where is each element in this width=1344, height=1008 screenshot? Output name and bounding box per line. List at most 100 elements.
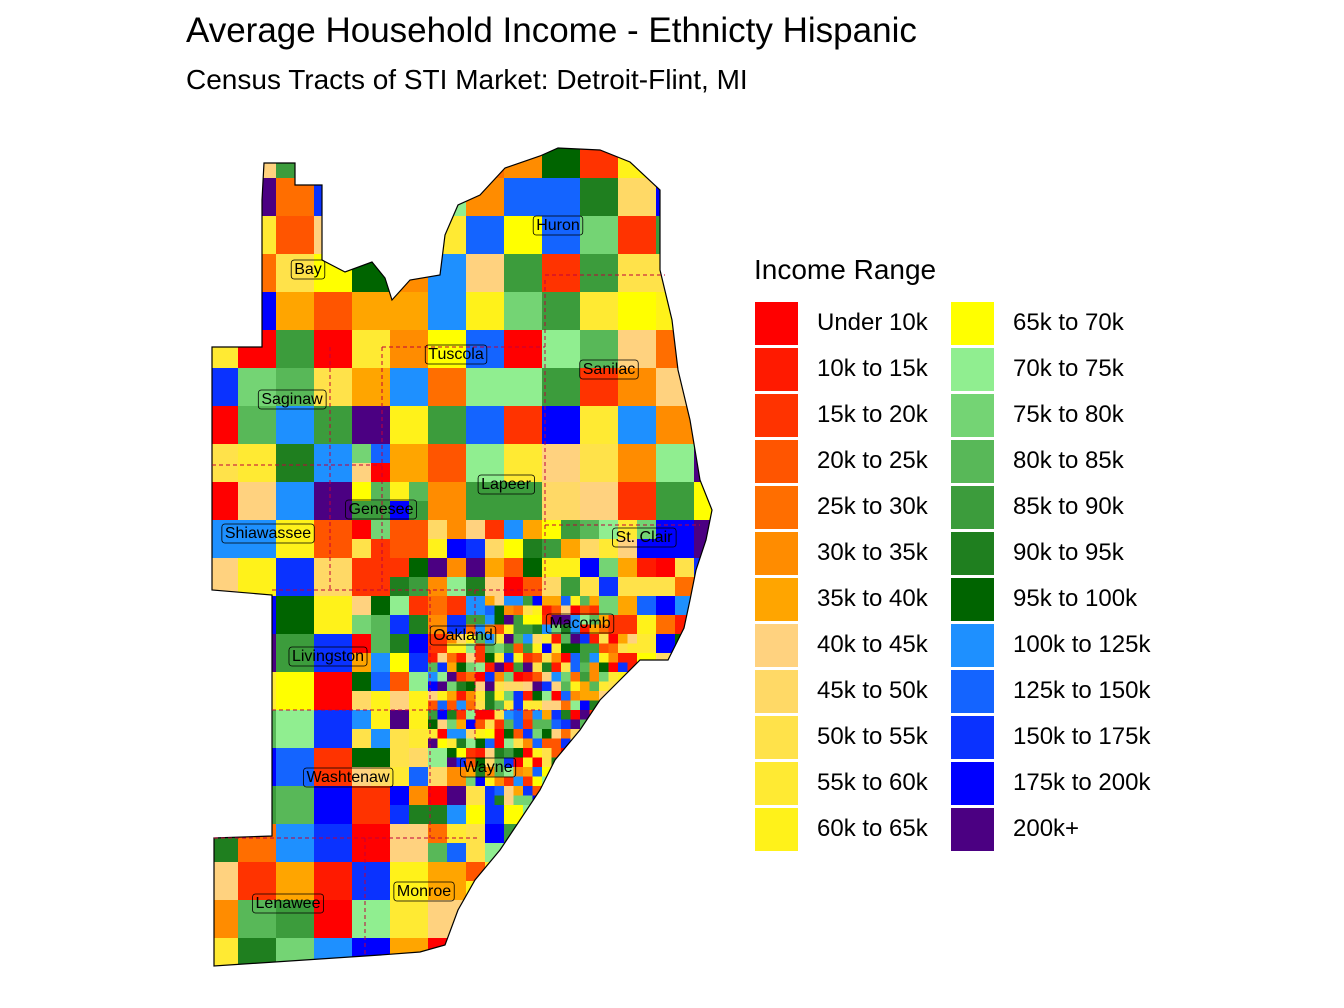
census-tract: [580, 691, 591, 702]
census-tract: [542, 805, 562, 825]
census-tract: [561, 881, 581, 901]
census-tract: [656, 786, 676, 806]
census-tract: [238, 824, 277, 863]
census-tract: [599, 624, 610, 635]
census-tract: [694, 558, 712, 597]
census-tract: [542, 691, 553, 702]
census-tract: [694, 691, 712, 711]
census-tract: [580, 444, 619, 483]
census-tract: [352, 729, 372, 749]
census-tract: [466, 482, 505, 521]
census-tract: [589, 691, 600, 702]
census-tract: [428, 672, 439, 683]
census-tract: [580, 634, 591, 645]
census-tract: [390, 976, 429, 1008]
census-tract: [551, 710, 562, 721]
census-tract: [561, 558, 581, 578]
census-tract: [627, 681, 638, 692]
census-tract: [656, 653, 676, 673]
census-tract: [466, 653, 477, 664]
census-tract: [447, 824, 467, 844]
census-tract: [371, 444, 391, 464]
census-tract: [523, 824, 543, 844]
census-tract: [523, 776, 534, 787]
census-tract: [212, 900, 239, 939]
county-label-text: Shiawassee: [225, 525, 311, 542]
census-tract: [694, 786, 712, 825]
census-tract: [551, 776, 562, 787]
census-tract: [627, 672, 638, 683]
census-tract: [466, 843, 486, 863]
census-tract: [627, 748, 638, 759]
census-tract: [485, 634, 496, 645]
census-tract: [504, 672, 515, 683]
census-tract: [428, 748, 448, 768]
census-tract: [532, 662, 543, 673]
census-tract: [212, 710, 239, 749]
census-tract: [390, 767, 410, 787]
census-tract: [523, 795, 534, 806]
census-tract: [618, 719, 629, 730]
census-tract: [494, 748, 505, 759]
legend-item: Under 10k: [754, 300, 950, 346]
census-tract: [314, 330, 353, 369]
census-tract: [599, 805, 619, 825]
census-tract: [694, 862, 712, 901]
census-tract: [637, 729, 657, 749]
census-tract: [485, 577, 505, 597]
census-tract: [561, 577, 581, 597]
census-tract: [532, 653, 543, 664]
legend-item: 95k to 100k: [950, 576, 1146, 622]
census-tract: [570, 672, 581, 683]
census-tract: [314, 710, 353, 749]
census-tract: [580, 938, 619, 966]
census-tract: [504, 900, 543, 939]
census-tract: [713, 748, 733, 768]
census-tract: [542, 757, 553, 768]
census-tract: [466, 292, 505, 331]
census-tract: [276, 710, 315, 749]
census-tract: [532, 643, 543, 654]
census-tract: [428, 368, 467, 407]
census-tract: [561, 672, 572, 683]
census-tract: [212, 148, 239, 179]
census-tract: [504, 700, 515, 711]
census-tract: [523, 881, 543, 901]
county-label-text: Sanilac: [583, 361, 635, 378]
census-tract: [428, 729, 439, 740]
census-tract: [599, 767, 610, 778]
census-tract: [599, 558, 619, 578]
census-tract: [589, 795, 600, 806]
census-tract: [694, 634, 712, 654]
census-tract: [504, 520, 524, 540]
census-tract: [580, 653, 591, 664]
census-tract: [599, 786, 619, 806]
census-tract: [542, 624, 553, 635]
census-tract: [447, 700, 458, 711]
census-tract: [570, 719, 581, 730]
census-tract: [352, 710, 372, 730]
census-tract: [599, 653, 610, 664]
census-tract: [656, 729, 676, 749]
census-tract: [694, 653, 712, 673]
census-tract: [456, 653, 467, 664]
census-tract: [599, 843, 619, 863]
census-tract: [523, 757, 534, 768]
census-tract: [580, 786, 591, 797]
census-tract: [513, 738, 524, 749]
census-tract: [637, 748, 657, 768]
census-tract: [618, 662, 629, 673]
census-tract: [542, 700, 553, 711]
census-tract: [447, 786, 467, 806]
census-tract: [428, 976, 467, 1008]
census-tract: [599, 634, 610, 645]
census-tract: [561, 691, 572, 702]
census-tract: [504, 558, 524, 578]
census-tract: [656, 558, 676, 578]
census-tract: [656, 938, 695, 966]
census-tract: [428, 662, 439, 673]
census-tract: [656, 767, 676, 787]
legend-item: 90k to 95k: [950, 530, 1146, 576]
census-tract: [352, 615, 372, 635]
census-tract: [580, 729, 591, 740]
